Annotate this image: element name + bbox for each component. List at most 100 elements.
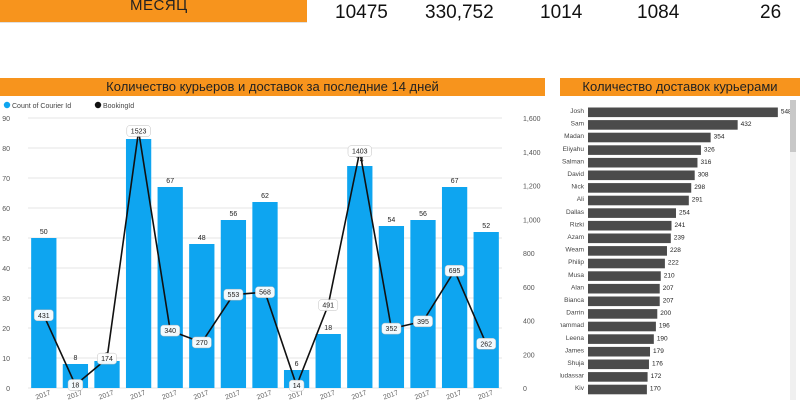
courier-bar [588,384,647,395]
scrollbar-thumb[interactable] [790,100,796,152]
courier-name-label: Darrin [566,310,584,317]
courier-bar [588,208,676,218]
bar-courier [378,226,405,388]
courier-bar [588,296,660,307]
bar-data-label: 52 [482,223,490,230]
courier-name-label: Alan [571,284,584,291]
combo-chart-title: Количество курьеров и доставок за послед… [0,78,545,96]
legend-label-courier: Count of Courier Id [12,103,71,110]
x-tick-label: 2017 [319,390,336,400]
courier-name-label: Bianca [564,297,584,304]
line-data-label: 174 [101,356,113,363]
x-tick-label: 2017 [414,390,431,400]
courier-name-label: Eliyahu [563,146,585,153]
line-data-label: 1523 [131,128,147,135]
line-label-box [33,309,54,322]
kpi-values: 10475 330,752 1014 1084 26 [0,2,800,26]
y-right-tick: 1,200 [523,184,541,191]
kpi-value-2: 330,752 [425,2,494,23]
y-left-tick: 50 [2,236,10,243]
line-label-box [476,338,497,350]
kpi-value-3: 1014 [540,2,583,23]
courier-bar-value: 239 [674,235,685,242]
y-left-tick: 70 [2,176,10,183]
legend-marker-courier [3,101,11,109]
kpi-banner-label: МЕСЯЦ [130,0,188,14]
courier-chart-title: Количество доставок курьерами [560,78,800,96]
courier-bar [588,132,711,143]
courier-bar-value: 326 [704,146,715,153]
legend-marker-booking [94,101,102,109]
line-data-label: 568 [259,290,271,297]
line-data-label: 14 [293,383,301,390]
y-left-tick: 80 [2,146,10,153]
x-tick-label: 2017 [224,390,241,400]
courier-bar [588,346,651,357]
bar-data-label: 67 [166,178,174,185]
courier-bar-value: 548 [781,109,792,116]
bar-data-label: 8 [73,355,77,362]
line-data-label: 491 [322,303,334,310]
bar-data-label: 48 [198,235,206,242]
combo-chart[interactable]: Count of Courier Id BookingId 0 10 20 30 40 50 6… [0,96,545,400]
courier-bar-value: 316 [700,159,711,166]
bar-courier [189,244,215,388]
y-left-tick: 40 [2,266,10,273]
y-left-tick: 10 [2,356,10,363]
line-data-label: 18 [72,382,80,389]
courier-bar [588,145,701,155]
courier-bar-value: 222 [668,260,679,267]
y-right-tick: 1,000 [523,217,541,224]
courier-bar [588,309,658,319]
courier-name-label: Leena [566,335,584,342]
courier-bar-value: 354 [714,134,725,141]
y-right-tick: 400 [523,319,535,326]
courier-bar [588,321,656,332]
y-right-tick: 200 [523,352,535,359]
bar-data-label: 74 [356,157,364,164]
line-data-label: 395 [417,319,429,326]
line-data-label: 431 [38,313,50,320]
line-label-box [347,145,372,157]
courier-bar-value: 241 [674,222,685,229]
courier-bar [588,120,738,130]
bar-data-label: 54 [388,217,396,224]
scrollbar-track [790,100,796,400]
courier-name-label: Salman [562,158,584,165]
courier-name-label: Kiv [575,385,585,392]
line-label-box [444,264,465,277]
courier-name-label: Rizki [570,221,584,228]
line-label-box [318,299,339,311]
x-tick-label: 2017 [98,390,115,400]
bar-data-label: 56 [230,211,238,218]
courier-name-label: Josh [570,108,584,115]
courier-name-label: Madan [564,133,584,140]
courier-bar [588,183,692,193]
y-left-tick: 90 [2,116,10,123]
courier-bar [588,157,698,168]
y-right-tick: 600 [523,285,535,292]
y-left-tick: 30 [2,296,10,303]
kpi-value-1: 10475 [335,2,388,23]
courier-name-label: Musa [568,272,584,279]
courier-deliveries-chart[interactable]: Josh 548 Sam 432 Madan 354 Eliyahu 326 Salman 316… [560,96,800,400]
line-label-box [97,352,117,365]
courier-bar-value: 196 [659,323,670,330]
x-tick-label: 2017 [256,390,273,400]
courier-bar [588,359,649,370]
line-data-label: 553 [228,292,240,299]
courier-name-label: David [567,171,584,178]
courier-bar [588,246,667,256]
line-data-label: 262 [480,341,492,348]
bar-courier [473,232,499,388]
courier-bar [588,334,654,344]
courier-bar [588,283,660,294]
line-label-box [126,125,151,137]
line-data-label: 352 [386,326,398,333]
bar-courier [125,139,152,388]
x-tick-label: 2017 [382,390,399,400]
courier-name-label: Weam [565,247,584,254]
courier-bar [588,195,689,206]
y-right-tick: 1,400 [523,150,541,157]
x-tick-label: 2017 [193,390,210,400]
